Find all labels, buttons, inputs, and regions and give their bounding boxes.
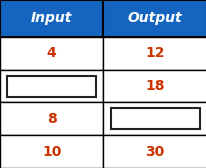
Text: Output: Output: [127, 11, 182, 26]
Bar: [103, 102, 206, 135]
Bar: [0, 135, 103, 168]
Text: 4: 4: [47, 46, 56, 60]
Text: 10: 10: [42, 145, 61, 159]
Bar: [110, 108, 199, 129]
Text: 30: 30: [145, 145, 164, 159]
Bar: [7, 76, 96, 97]
Text: Input: Input: [31, 11, 72, 26]
Bar: [103, 135, 206, 168]
Bar: [0, 0, 103, 37]
Text: 18: 18: [145, 79, 164, 93]
Bar: [0, 70, 103, 102]
Text: 12: 12: [145, 46, 164, 60]
Bar: [103, 37, 206, 70]
Bar: [103, 70, 206, 102]
Bar: [0, 37, 103, 70]
Text: 8: 8: [47, 112, 56, 126]
Bar: [103, 0, 206, 37]
Bar: [0, 102, 103, 135]
